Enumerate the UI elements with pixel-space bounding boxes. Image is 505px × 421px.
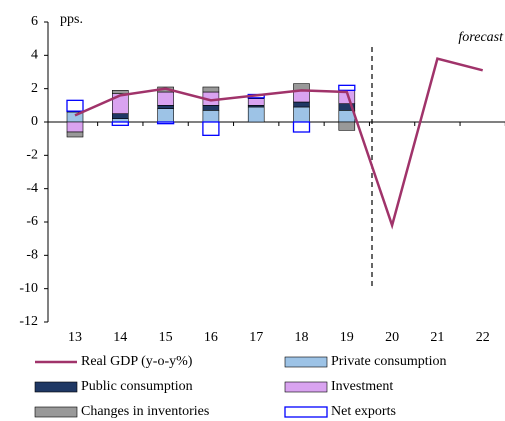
x-tick-label: 22 — [476, 330, 490, 345]
x-tick-label: 21 — [430, 330, 444, 345]
x-tick-label: 13 — [68, 330, 82, 345]
legend-label: Real GDP (y-o-y%) — [81, 354, 193, 369]
legend-swatch — [34, 381, 78, 393]
x-tick-label: 14 — [113, 330, 127, 345]
y-tick-label: 6 — [31, 14, 38, 29]
bar-segment — [292, 121, 311, 133]
bar-segment — [112, 113, 129, 119]
bar-segment — [66, 99, 84, 112]
bar-segment — [293, 101, 310, 108]
bar-segment — [338, 84, 356, 91]
bar-segment — [202, 121, 220, 136]
y-tick-label: -6 — [26, 214, 38, 229]
x-tick-label: 15 — [159, 330, 173, 345]
line-series — [74, 57, 484, 230]
y-tick-label: -4 — [26, 181, 38, 196]
x-tick-label: 16 — [204, 330, 218, 345]
bar-segment — [247, 98, 265, 106]
bar-segment — [157, 105, 174, 109]
forecast-annotation: forecast — [458, 30, 504, 45]
bar-segment — [111, 121, 129, 126]
bar-segment — [338, 121, 356, 131]
bar-segment — [66, 121, 84, 133]
y-tick-label: 0 — [31, 114, 38, 129]
bar-segment — [66, 131, 84, 138]
y-tick-label: 2 — [31, 81, 38, 96]
bar-segment — [202, 105, 220, 111]
bar-segment — [202, 110, 220, 123]
legend-label: Investment — [331, 379, 393, 394]
legend-swatch — [284, 381, 328, 393]
x-tick-label: 19 — [340, 330, 354, 345]
bar-segment — [156, 121, 175, 125]
legend-swatch — [284, 356, 328, 368]
legend-label: Net exports — [331, 404, 396, 419]
x-tick-label: 17 — [249, 330, 263, 345]
legend-label: Changes in inventories — [81, 404, 209, 419]
x-tick-label: 20 — [385, 330, 399, 345]
legend-swatch — [34, 406, 78, 418]
y-tick-label: 4 — [31, 48, 38, 63]
bar-segment — [247, 106, 265, 123]
y-axis-unit: pps. — [60, 12, 83, 27]
y-tick-label: -12 — [19, 314, 38, 329]
bar-segment — [157, 108, 174, 123]
legend-swatch — [284, 406, 328, 418]
y-tick-label: -10 — [19, 281, 38, 296]
bar-segment — [157, 91, 174, 106]
legend-label: Private consumption — [331, 354, 447, 369]
legend-label: Public consumption — [81, 379, 193, 394]
bar-segment — [202, 86, 220, 93]
x-tick-label: 18 — [295, 330, 309, 345]
y-tick-label: -2 — [26, 148, 38, 163]
bar-segment — [293, 106, 310, 123]
y-tick-label: -8 — [26, 248, 38, 263]
bar-segment — [112, 90, 129, 94]
